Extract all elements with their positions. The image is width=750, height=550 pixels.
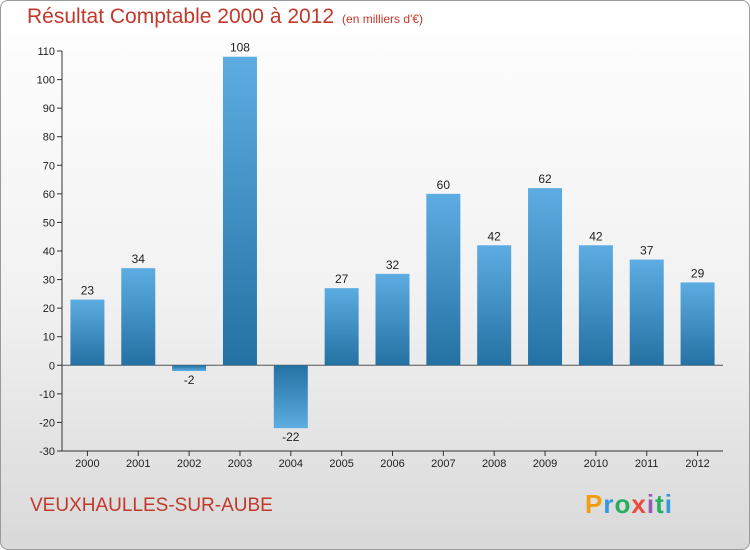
y-tick-label: 20 <box>43 303 55 315</box>
x-tick-label: 2001 <box>126 458 150 470</box>
x-tick-label: 2012 <box>685 458 709 470</box>
y-tick-label: -10 <box>39 389 55 401</box>
y-tick-label: 60 <box>43 189 55 201</box>
bar-2000 <box>70 299 105 366</box>
title-unit: (en milliers d'€) <box>342 12 424 26</box>
x-tick-label: 2005 <box>329 458 353 470</box>
y-tick-label: 110 <box>37 46 55 58</box>
bar-2007 <box>426 193 461 366</box>
x-tick-label: 2003 <box>228 458 252 470</box>
y-tick-label: -20 <box>39 417 55 429</box>
bar-2008 <box>477 245 512 366</box>
value-label-2009: 62 <box>538 172 552 186</box>
bar-2011 <box>629 259 664 366</box>
value-label-2007: 60 <box>437 178 451 192</box>
value-label-2000: 23 <box>81 284 95 298</box>
bar-2012 <box>680 282 715 366</box>
y-tick-label: -30 <box>39 446 55 458</box>
bar-2003 <box>222 56 257 366</box>
y-tick-label: 70 <box>43 160 55 172</box>
commune-name: VEUXHAULLES-SUR-AUBE <box>30 495 273 516</box>
value-label-2003: 108 <box>230 41 250 55</box>
bar-2010 <box>578 245 613 366</box>
x-tick-label: 2004 <box>279 458 303 470</box>
proxiti-logo[interactable]: Proxiti <box>585 489 673 519</box>
value-label-2012: 29 <box>691 266 705 280</box>
x-tick-label: 2000 <box>75 458 99 470</box>
value-label-2006: 32 <box>386 258 400 272</box>
y-tick-label: 100 <box>37 75 55 87</box>
x-tick-label: 2011 <box>635 458 659 470</box>
x-tick-label: 2008 <box>482 458 506 470</box>
bars: 23 34 -2 108 -22 27 32 60 42 62 42 37 29 <box>70 41 715 444</box>
x-tick-label: 2009 <box>533 458 557 470</box>
bar-2002 <box>172 365 207 371</box>
value-label-2011: 37 <box>640 244 654 258</box>
value-label-2010: 42 <box>589 229 603 243</box>
x-tick-label: 2010 <box>584 458 608 470</box>
y-tick-label: 0 <box>49 360 55 372</box>
y-tick-label: 10 <box>43 332 55 344</box>
value-label-2001: 34 <box>132 252 146 266</box>
title-main: Résultat Comptable 2000 à 2012 <box>27 5 335 28</box>
value-label-2002: -2 <box>184 373 195 387</box>
value-label-2004: -22 <box>282 430 300 444</box>
y-tick-label: 30 <box>43 275 55 287</box>
value-label-2008: 42 <box>488 229 502 243</box>
x-tick-label: 2002 <box>177 458 201 470</box>
y-tick-label: 80 <box>43 132 55 144</box>
bar-2005 <box>324 288 359 366</box>
value-label-2005: 27 <box>335 272 349 286</box>
x-tick-label: 2007 <box>431 458 455 470</box>
bar-2004 <box>273 365 308 429</box>
bar-2001 <box>121 268 156 366</box>
bar-2006 <box>375 273 410 366</box>
y-tick-label: 40 <box>43 246 55 258</box>
y-tick-label: 90 <box>43 103 55 115</box>
y-tick-label: 50 <box>43 217 55 229</box>
chart-title: Résultat Comptable 2000 à 2012 (en millie… <box>27 5 423 29</box>
bar-2009 <box>528 188 563 366</box>
x-tick-label: 2006 <box>380 458 404 470</box>
